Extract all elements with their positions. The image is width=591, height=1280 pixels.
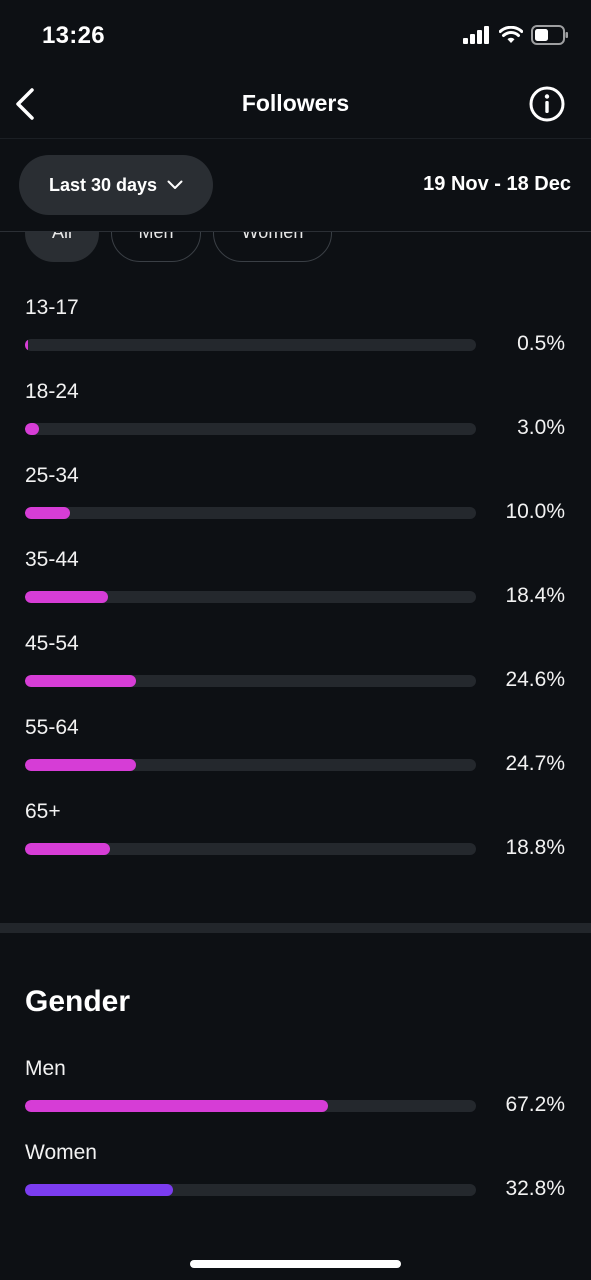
date-range: 19 Nov - 18 Dec (423, 173, 571, 195)
progress-track (25, 423, 476, 435)
age-label: 65+ (25, 800, 61, 823)
progress-fill (25, 507, 71, 519)
chevron-left-icon (16, 88, 34, 120)
age-percent: 24.7% (505, 752, 565, 775)
chevron-down-icon (167, 180, 183, 189)
home-indicator[interactable] (190, 1260, 401, 1268)
age-label: 25-34 (25, 464, 79, 487)
age-row-18-24: 18-24 3.0% (25, 380, 570, 450)
progress-fill (25, 843, 110, 855)
age-label: 35-44 (25, 548, 79, 571)
progress-track (25, 591, 476, 603)
cellular-signal-icon (463, 26, 489, 44)
status-time: 13:26 (42, 22, 105, 49)
section-divider (0, 923, 591, 933)
progress-track (25, 1184, 476, 1196)
age-percent: 24.6% (505, 668, 565, 691)
progress-fill (25, 675, 136, 687)
progress-track (25, 1100, 476, 1112)
age-percent: 0.5% (517, 332, 565, 355)
progress-fill (25, 759, 137, 771)
age-row-25-34: 25-34 10.0% (25, 464, 570, 534)
age-label: 18-24 (25, 380, 79, 403)
date-period-dropdown[interactable]: Last 30 days (19, 155, 213, 215)
progress-track (25, 675, 476, 687)
info-button[interactable] (529, 86, 565, 122)
battery-icon (531, 25, 568, 45)
gender-label: Men (25, 1057, 66, 1080)
info-icon (529, 86, 565, 122)
progress-track (25, 339, 476, 351)
age-row-65-plus: 65+ 18.8% (25, 800, 570, 870)
age-percent: 10.0% (505, 500, 565, 523)
status-icons (463, 25, 569, 45)
progress-track (25, 843, 476, 855)
filter-bar: Last 30 days 19 Nov - 18 Dec (0, 139, 591, 232)
progress-fill (25, 423, 39, 435)
gender-segment-control: All Men Women (25, 204, 332, 264)
age-percent: 18.8% (505, 836, 565, 859)
progress-track (25, 507, 476, 519)
status-bar: 13:26 (0, 0, 591, 72)
age-row-45-54: 45-54 24.6% (25, 632, 570, 702)
progress-fill (25, 1184, 173, 1196)
progress-track (25, 759, 476, 771)
date-period-label: Last 30 days (48, 174, 158, 195)
progress-fill (25, 339, 28, 351)
age-row-35-44: 35-44 18.4% (25, 548, 570, 618)
page-title: Followers (241, 90, 350, 116)
gender-percent: 67.2% (505, 1093, 565, 1116)
age-label: 45-54 (25, 632, 79, 655)
age-row-13-17: 13-17 0.5% (25, 296, 570, 366)
age-percent: 3.0% (517, 416, 565, 439)
age-label: 13-17 (25, 296, 79, 319)
navigation-bar: Followers (0, 72, 591, 139)
gender-percent: 32.8% (505, 1177, 565, 1200)
age-row-55-64: 55-64 24.7% (25, 716, 570, 786)
gender-section-title: Gender (25, 985, 131, 1018)
wifi-icon (499, 26, 523, 43)
progress-fill (25, 591, 108, 603)
gender-row-men: Men 67.2% (25, 1057, 570, 1127)
progress-fill (25, 1100, 329, 1112)
back-button[interactable] (10, 84, 40, 124)
gender-label: Women (25, 1141, 97, 1164)
gender-row-women: Women 32.8% (25, 1141, 570, 1211)
age-percent: 18.4% (505, 584, 565, 607)
age-label: 55-64 (25, 716, 79, 739)
